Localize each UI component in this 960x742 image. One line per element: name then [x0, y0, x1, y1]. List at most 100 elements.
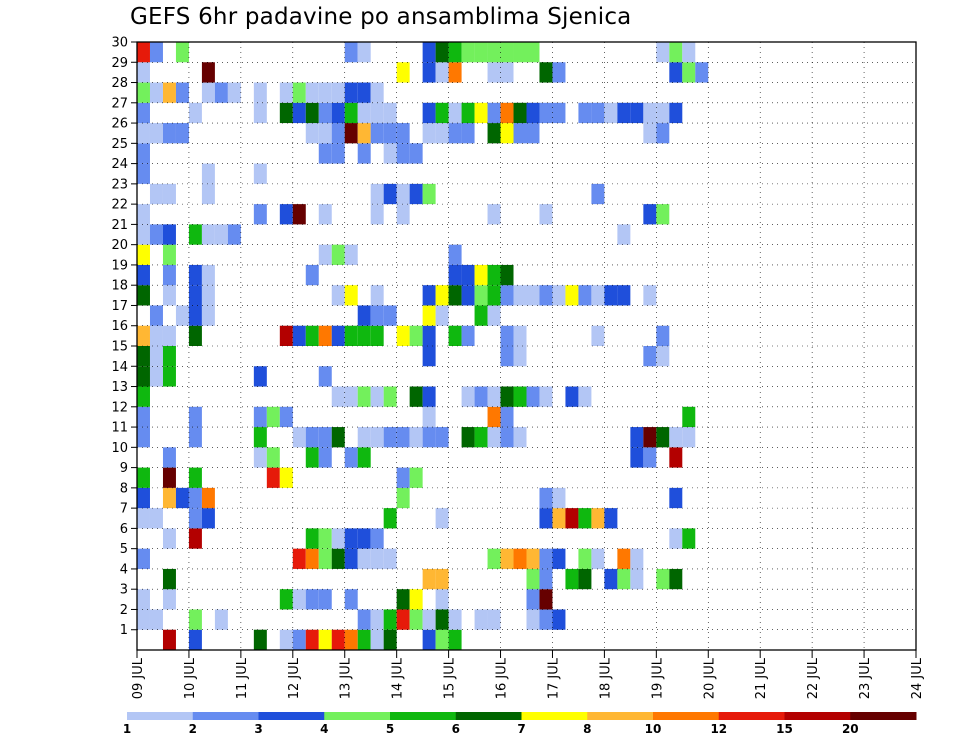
colorbar-label: 12 — [710, 722, 727, 736]
heatmap-cell — [513, 325, 527, 346]
heatmap-cell — [344, 447, 358, 468]
colorbar-swatch — [718, 712, 785, 720]
heatmap-cell — [552, 487, 566, 509]
y-tick-label: 2 — [120, 603, 128, 618]
heatmap-cell — [461, 123, 475, 144]
heatmap-cell — [370, 285, 384, 306]
heatmap-cell — [175, 123, 189, 144]
heatmap-cell — [137, 609, 150, 630]
colorbar-swatch — [521, 712, 588, 720]
x-tick-label: 15 JUL — [443, 657, 458, 699]
heatmap-cell — [487, 62, 501, 83]
x-tick-label: 20 JUL — [702, 657, 717, 699]
colorbar-swatch — [455, 712, 522, 720]
colorbar-label: 15 — [776, 722, 793, 736]
heatmap-cell — [383, 609, 397, 630]
heatmap-cell — [487, 42, 501, 63]
heatmap-cell — [474, 386, 488, 407]
heatmap-cell — [487, 264, 501, 286]
heatmap-cell — [318, 204, 332, 225]
heatmap-cell — [279, 325, 293, 346]
heatmap-cell — [409, 325, 423, 346]
heatmap-cell — [695, 62, 709, 83]
heatmap-cell — [578, 102, 592, 124]
heatmap-cell — [656, 346, 670, 367]
heatmap-cell — [500, 264, 514, 286]
heatmap-cell — [318, 528, 332, 549]
heatmap-cell — [669, 447, 683, 468]
heatmap-cell — [526, 609, 540, 630]
heatmap-cell — [357, 42, 371, 63]
heatmap-cell — [656, 123, 670, 144]
heatmap-cell — [396, 143, 410, 164]
heatmap-cell — [318, 589, 332, 610]
heatmap-cell — [422, 609, 436, 630]
heatmap-cell — [253, 102, 267, 124]
heatmap-cell — [513, 123, 527, 144]
heatmap-cell — [214, 609, 228, 630]
y-tick-label: 5 — [120, 542, 128, 557]
heatmap-cell — [435, 589, 449, 610]
heatmap-cell — [396, 204, 410, 225]
heatmap-cell — [162, 224, 176, 245]
heatmap-cell — [137, 548, 150, 569]
heatmap-cell — [591, 548, 605, 569]
heatmap-cell — [604, 285, 618, 306]
heatmap-cell — [448, 325, 462, 346]
colorbar-label: 2 — [189, 722, 197, 736]
heatmap-cell — [305, 528, 319, 549]
heatmap-cell — [539, 285, 553, 306]
heatmap-cell — [500, 102, 514, 124]
heatmap-cell — [370, 609, 384, 630]
heatmap-cell — [591, 102, 605, 124]
heatmap-cell — [591, 508, 605, 529]
x-tick-label: 18 JUL — [598, 657, 613, 699]
heatmap-cell — [448, 264, 462, 286]
heatmap-cell — [422, 102, 436, 124]
heatmap-cell — [370, 305, 384, 326]
heatmap-cell — [370, 82, 384, 103]
heatmap-cell — [500, 123, 514, 144]
heatmap-cell — [526, 548, 540, 569]
heatmap-cell — [539, 102, 553, 124]
heatmap-cell — [474, 609, 488, 630]
heatmap-cell — [357, 102, 371, 124]
heatmap-cell — [162, 285, 176, 306]
heatmap-cell — [422, 183, 436, 205]
colorbar-swatch — [587, 712, 654, 720]
colorbar-label: 4 — [320, 722, 328, 736]
colorbar-label: 5 — [386, 722, 394, 736]
heatmap-cell — [357, 629, 371, 650]
heatmap-cell — [292, 204, 306, 225]
heatmap-cell — [292, 427, 306, 448]
heatmap-cell — [344, 82, 358, 103]
heatmap-cell — [331, 548, 345, 569]
colorbar-swatch — [258, 712, 325, 720]
y-tick-label: 4 — [120, 562, 128, 577]
heatmap-cell — [422, 325, 436, 346]
heatmap-cell — [630, 548, 644, 569]
y-tick-label: 1 — [120, 623, 128, 638]
heatmap-cell — [162, 467, 176, 488]
heatmap-cell — [487, 285, 501, 306]
heatmap-cell — [552, 609, 566, 630]
heatmap-cell — [331, 386, 345, 407]
heatmap-cell — [149, 82, 163, 103]
y-tick-label: 23 — [111, 177, 128, 192]
heatmap-cell — [487, 123, 501, 144]
x-tick-label: 22 JUL — [806, 657, 821, 699]
heatmap-cell — [266, 467, 280, 488]
heatmap-cell — [305, 264, 319, 286]
heatmap-cell — [500, 325, 514, 346]
heatmap-cell — [500, 406, 514, 428]
heatmap-cell — [137, 143, 150, 164]
heatmap-cell — [318, 548, 332, 569]
heatmap-cell — [344, 244, 358, 265]
heatmap-cell — [487, 386, 501, 407]
y-tick-label: 18 — [111, 279, 128, 294]
heatmap-cell — [162, 487, 176, 509]
heatmap-cell — [526, 42, 540, 63]
heatmap-cell — [422, 427, 436, 448]
heatmap-cell — [162, 629, 176, 650]
y-tick-label: 21 — [111, 218, 128, 233]
